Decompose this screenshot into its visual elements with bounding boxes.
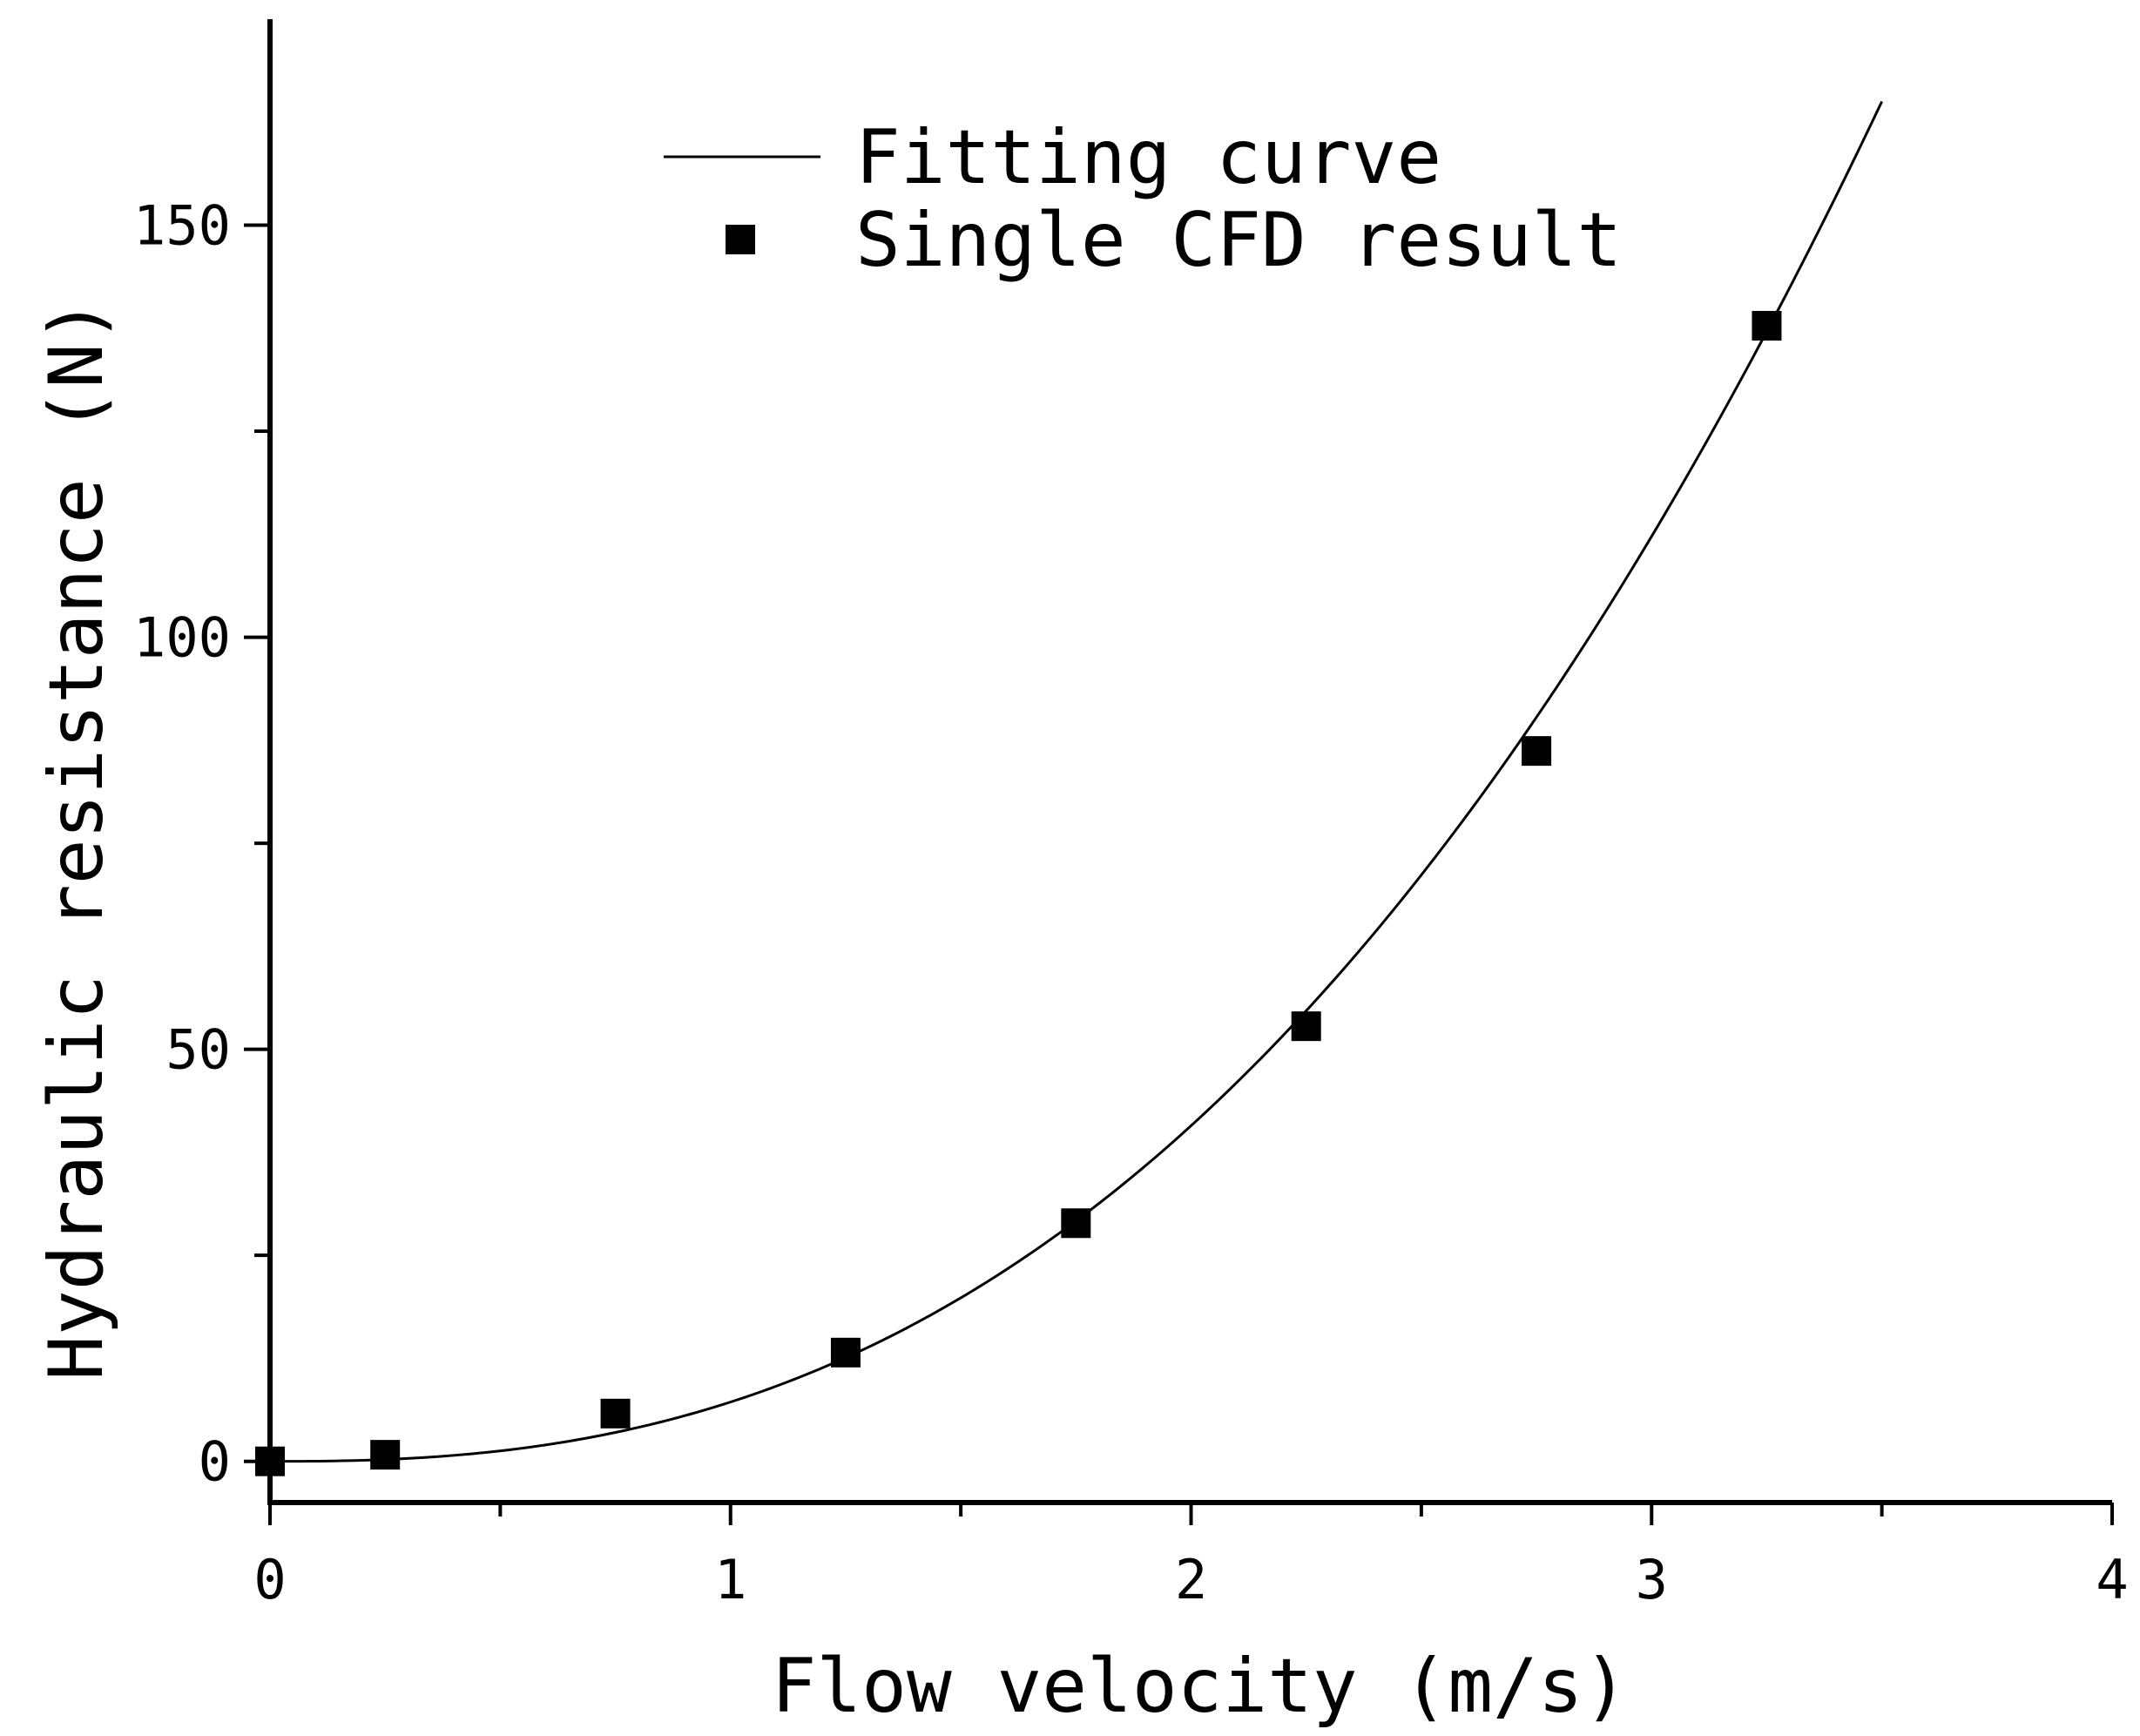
cfd-data-point xyxy=(1752,310,1782,341)
x-tick-label: 2 xyxy=(1175,1548,1207,1611)
cfd-data-point xyxy=(1291,1011,1321,1042)
y-tick-label: 150 xyxy=(133,194,231,258)
cfd-data-point xyxy=(370,1440,401,1470)
legend-label-single-cfd-result: Single CFD result xyxy=(855,197,1622,284)
x-tick-label: 3 xyxy=(1636,1548,1668,1611)
cfd-data-point xyxy=(1061,1208,1091,1239)
y-tick-label: 50 xyxy=(165,1018,231,1082)
y-tick-label: 100 xyxy=(133,606,231,670)
plot-area xyxy=(255,100,1883,1476)
cfd-data-point xyxy=(600,1398,631,1429)
cfd-data-point xyxy=(1522,736,1552,767)
x-tick-label: 1 xyxy=(714,1548,746,1611)
legend-label-fitting-curve: Fitting curve xyxy=(855,114,1441,201)
cfd-data-point xyxy=(830,1337,861,1368)
x-tick-label: 0 xyxy=(253,1548,286,1611)
y-tick-label: 0 xyxy=(199,1430,231,1494)
fitting-curve-line xyxy=(270,100,1883,1463)
cfd-markers xyxy=(255,310,1782,1476)
y-axis-ticks: 0 50 100 150 xyxy=(133,194,270,1494)
x-axis-ticks: 0 1 2 3 4 xyxy=(253,1503,2129,1611)
x-axis-title: Flow velocity (m/s) xyxy=(772,1643,1629,1730)
axes: 0 1 2 3 4 0 50 100 150 xyxy=(133,19,2129,1611)
x-tick-label: 4 xyxy=(2096,1548,2128,1611)
legend: Fitting curve Single CFD result xyxy=(664,114,1622,284)
y-axis-title: Hydraulic resistance (N) xyxy=(33,298,120,1381)
legend-square-swatch xyxy=(726,225,755,254)
